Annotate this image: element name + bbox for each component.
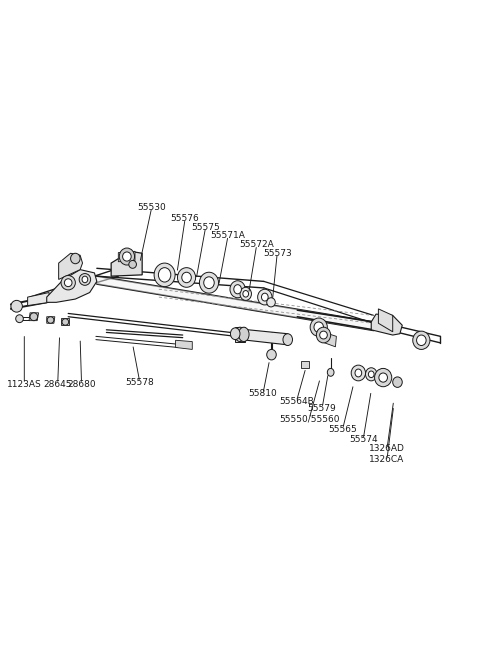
Ellipse shape — [47, 317, 54, 323]
Text: 28645: 28645 — [44, 380, 72, 388]
Ellipse shape — [314, 322, 324, 332]
Ellipse shape — [243, 290, 249, 297]
Ellipse shape — [82, 276, 88, 283]
Text: 55572A: 55572A — [240, 240, 274, 249]
Ellipse shape — [240, 287, 252, 300]
Ellipse shape — [393, 377, 402, 388]
Ellipse shape — [119, 248, 134, 265]
Ellipse shape — [230, 281, 245, 298]
Text: 55575: 55575 — [191, 223, 220, 232]
Polygon shape — [159, 269, 171, 277]
Text: 55573: 55573 — [263, 249, 291, 258]
Ellipse shape — [235, 327, 245, 342]
Ellipse shape — [64, 279, 72, 286]
Ellipse shape — [129, 260, 136, 268]
Polygon shape — [47, 317, 55, 323]
Text: 1326AD: 1326AD — [369, 444, 405, 453]
Polygon shape — [371, 314, 402, 335]
Ellipse shape — [368, 371, 374, 378]
Ellipse shape — [379, 373, 387, 382]
Text: 28680: 28680 — [67, 380, 96, 388]
Text: 55576: 55576 — [171, 214, 200, 223]
Ellipse shape — [320, 331, 327, 339]
Ellipse shape — [122, 252, 131, 261]
Text: 55550/55560: 55550/55560 — [279, 415, 339, 423]
Ellipse shape — [262, 293, 268, 301]
Ellipse shape — [355, 369, 362, 377]
Ellipse shape — [30, 313, 37, 321]
Ellipse shape — [239, 327, 249, 342]
Polygon shape — [235, 327, 245, 342]
Polygon shape — [59, 253, 83, 279]
Ellipse shape — [178, 267, 196, 287]
Ellipse shape — [154, 263, 175, 286]
Ellipse shape — [16, 315, 24, 323]
Ellipse shape — [158, 267, 171, 282]
Polygon shape — [47, 269, 97, 302]
Ellipse shape — [267, 350, 276, 360]
Ellipse shape — [316, 327, 331, 343]
Ellipse shape — [365, 368, 377, 381]
Ellipse shape — [234, 284, 241, 294]
Ellipse shape — [327, 369, 334, 376]
Ellipse shape — [230, 328, 240, 340]
Polygon shape — [235, 328, 288, 345]
Ellipse shape — [267, 298, 276, 307]
Ellipse shape — [374, 369, 392, 387]
Text: 55579: 55579 — [308, 404, 336, 413]
Text: 55530: 55530 — [137, 203, 166, 212]
Ellipse shape — [413, 331, 430, 350]
Text: 55578: 55578 — [125, 378, 154, 387]
Text: 1326CA: 1326CA — [369, 455, 405, 464]
Polygon shape — [321, 332, 336, 347]
Text: 55574: 55574 — [349, 435, 377, 444]
Polygon shape — [13, 304, 21, 309]
Text: 1123AS: 1123AS — [7, 380, 42, 388]
Polygon shape — [378, 309, 393, 332]
Ellipse shape — [182, 272, 192, 283]
Polygon shape — [118, 251, 135, 261]
Ellipse shape — [351, 365, 365, 381]
Ellipse shape — [417, 335, 426, 346]
Ellipse shape — [79, 273, 91, 285]
Polygon shape — [176, 340, 192, 350]
Ellipse shape — [283, 334, 292, 346]
Ellipse shape — [61, 275, 75, 290]
Polygon shape — [301, 361, 309, 368]
Polygon shape — [111, 251, 142, 276]
Text: 55565: 55565 — [328, 424, 357, 434]
Polygon shape — [28, 292, 49, 306]
Polygon shape — [61, 318, 69, 325]
Ellipse shape — [71, 253, 80, 263]
Ellipse shape — [62, 319, 69, 325]
Ellipse shape — [258, 289, 272, 305]
Text: 55564B: 55564B — [279, 397, 314, 406]
Text: 55810: 55810 — [249, 390, 277, 398]
Polygon shape — [97, 276, 373, 330]
Polygon shape — [29, 313, 38, 321]
Ellipse shape — [11, 300, 23, 312]
Text: 55571A: 55571A — [211, 231, 245, 240]
Ellipse shape — [310, 318, 327, 336]
Ellipse shape — [204, 277, 214, 288]
Ellipse shape — [199, 272, 218, 293]
